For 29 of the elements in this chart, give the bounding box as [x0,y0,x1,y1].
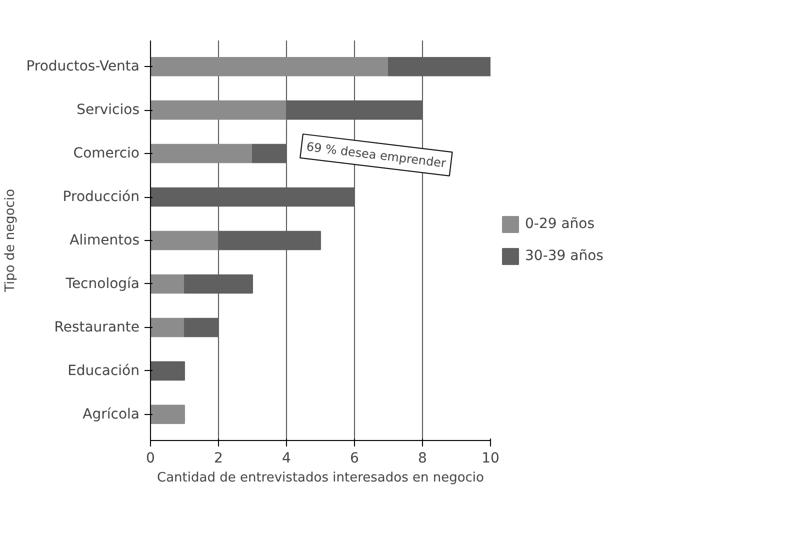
bar [150,144,253,164]
x-axis-title: Cantidad de entrevistados interesados en negocio [157,470,484,486]
y-tick-label: Comercio [73,146,140,162]
y-tick-label: Tecnología [64,276,140,292]
bar [150,230,219,250]
bar [252,144,287,164]
y-axis-title: Tipo de negocio [3,188,18,294]
bar [150,274,185,294]
y-tick-label: Servicios [76,102,140,118]
bar [150,404,185,424]
y-tick-label: Agrícola [82,406,140,422]
bar [150,318,185,338]
x-tick-label: 8 [418,450,427,466]
legend-label: 0-29 años [525,216,595,232]
x-tick-label: 2 [214,450,223,466]
bar [150,361,185,381]
bar [150,100,287,120]
y-tick-label: Alimentos [70,232,140,248]
x-tick-label: 10 [482,450,500,466]
y-tick-label: Productos-Venta [26,58,140,75]
legend-label: 30-39 años [525,248,604,264]
bar [150,56,389,76]
y-tick-label: Producción [62,189,140,206]
x-tick-label: 6 [350,450,360,466]
x-tick-label: 0 [146,450,155,466]
x-tick-label: 4 [282,450,292,466]
y-tick-label: Educación [68,362,140,379]
annotation: 69 % desea emprender [306,140,447,170]
y-tick-label: Restaurante [54,319,140,336]
